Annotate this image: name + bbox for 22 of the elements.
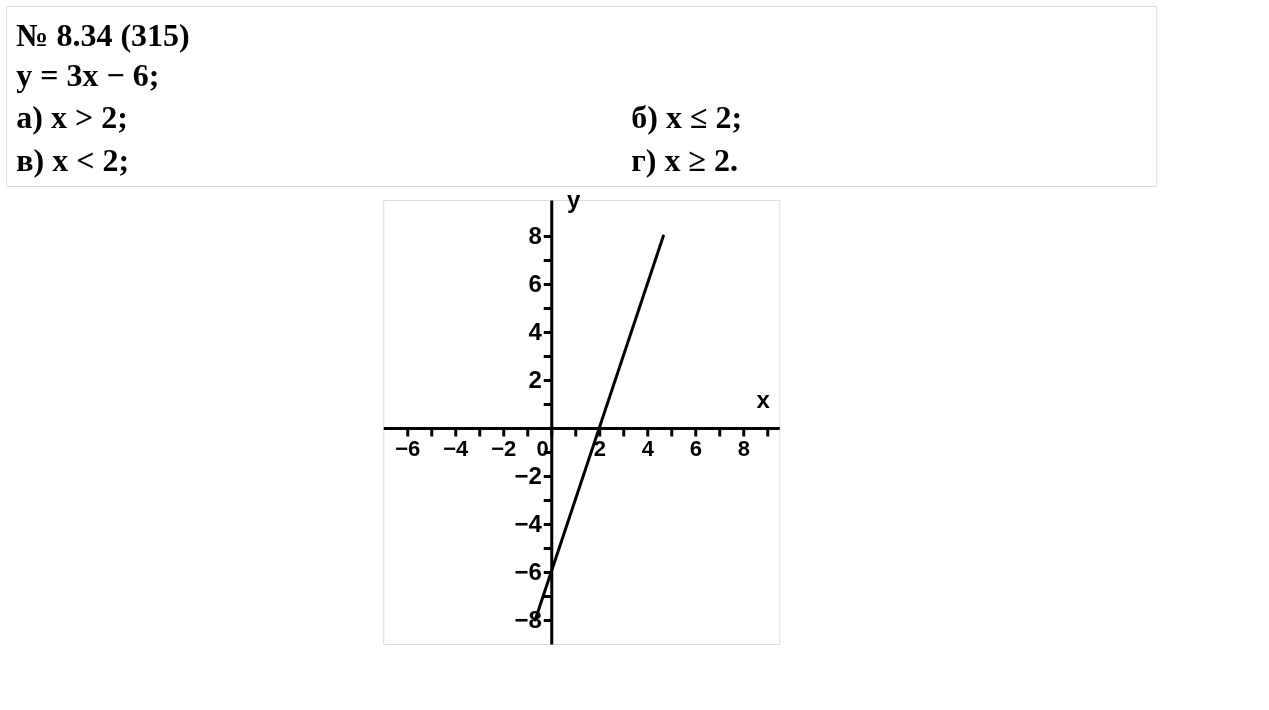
text: № 8.34 (315)	[16, 17, 190, 53]
x-tick-label: 2	[593, 435, 606, 461]
y-tick-label: 8	[528, 221, 542, 249]
text: б) x ≤ 2;	[631, 99, 743, 135]
y-tick-label: −2	[514, 461, 542, 489]
x-tick-label: −6	[395, 435, 421, 461]
y-axis-title: y	[567, 185, 582, 213]
text: y = 3x − 6;	[16, 57, 160, 93]
y-tick-label: 2	[528, 365, 542, 393]
y-tick-label: −4	[514, 509, 543, 537]
text: а) x > 2;	[16, 99, 128, 135]
x-axis-title: x	[756, 385, 771, 413]
x-tick-label: 6	[689, 435, 702, 461]
x-tick-label: −2	[491, 435, 517, 461]
text: в) x < 2;	[16, 142, 130, 178]
y-tick-label: 4	[528, 317, 543, 345]
y-tick-label: −6	[514, 557, 542, 585]
x-tick-label: 8	[737, 435, 750, 461]
text: г) x ≥ 2.	[631, 142, 738, 178]
x-tick-label: −4	[443, 435, 470, 461]
y-tick-label: 6	[528, 269, 542, 297]
x-tick-label: 4	[641, 435, 655, 461]
